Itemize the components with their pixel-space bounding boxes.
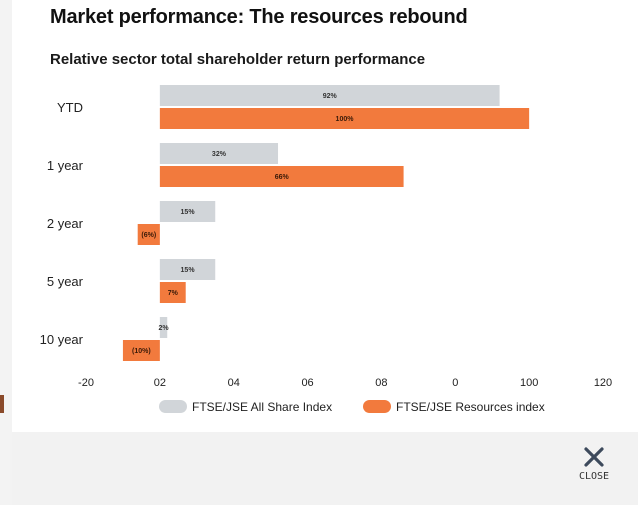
bar-value-label: 15% [181,209,196,216]
x-tick-label: 06 [301,377,313,389]
all-share-bar [159,259,216,280]
x-tick-label: 0 [452,377,458,389]
chart-modal: Market performance: The resources reboun… [12,0,638,432]
bar-value-label: 32% [212,151,227,158]
category-label: 1 year [47,158,84,173]
modal-title: Market performance: The resources reboun… [50,6,468,28]
modal-footer [12,432,638,505]
resources-bar [159,282,186,303]
all-share-bar [159,143,279,164]
x-tick-label: 02 [154,377,166,389]
resources-bar [159,108,530,129]
all-share-bar [159,201,216,222]
close-label[interactable]: CLOSE [578,471,610,482]
background-page-edge [0,0,12,505]
bar-value-label: 7% [168,290,179,297]
category-label: 2 year [47,216,84,231]
bar-value-label: 92% [323,93,338,100]
legend-swatch-all-share [159,400,187,413]
bar-value-label: 2% [158,325,169,332]
category-label: 10 year [40,332,84,347]
resources-bar [159,166,404,187]
x-tick-label: 04 [228,377,240,389]
bar-value-label: 15% [181,267,196,274]
bar-chart: YTD 92% 100% 1 year 32% 66% 2 year 15% (6%) 5 yea… [40,85,612,414]
legend-label: FTSE/JSE Resources index [396,400,545,414]
resources-bar [137,224,160,245]
legend-label: FTSE/JSE All Share Index [192,400,332,414]
all-share-bar [159,85,500,106]
resources-bar [122,340,160,361]
x-tick-label: -20 [78,377,94,389]
category-label: YTD [57,100,83,115]
all-share-bar [159,317,168,338]
legend-swatch-resources [363,400,391,413]
close-icon[interactable] [583,446,605,468]
x-tick-label: 120 [594,377,612,389]
category-label: 5 year [47,274,84,289]
x-tick-label: 08 [375,377,387,389]
bar-value-label: (6%) [141,232,156,239]
close-button[interactable]: CLOSE [574,446,614,490]
x-tick-label: 100 [520,377,538,389]
bar-value-label: 100% [336,116,355,123]
chart-subtitle: Relative sector total shareholder return… [50,51,426,68]
background-page-accent [0,395,4,413]
bar-value-label: 66% [275,174,290,181]
bar-value-label: (10%) [132,348,151,355]
